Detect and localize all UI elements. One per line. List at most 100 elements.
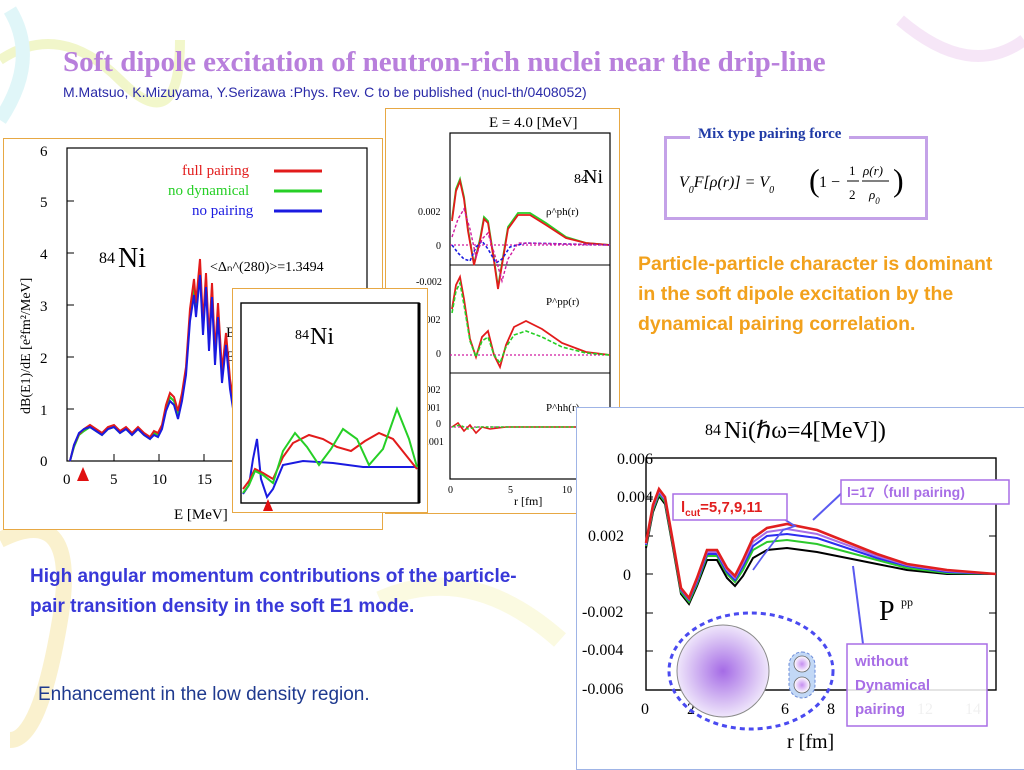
- zoom-inset-figure: 84 Ni: [232, 288, 428, 513]
- lcut-sub: cut: [685, 508, 701, 519]
- fig4-ytick: -0.002: [582, 604, 623, 621]
- curve-nodyn: [69, 266, 235, 462]
- fig3-xtick: 5: [508, 485, 513, 496]
- fig3-xlabel: r [fm]: [514, 494, 542, 508]
- fig4-ytick: -0.006: [582, 681, 623, 698]
- slide-subtitle: M.Matsuo, K.Mizuyama, Y.Serizawa :Phys. …: [63, 84, 587, 100]
- mix-pairing-title: Mix type pairing force: [690, 126, 850, 143]
- without-line: Dynamical: [855, 677, 930, 694]
- fig2-symbol: Ni: [310, 324, 334, 350]
- fig3-ytick: 0.002: [418, 207, 441, 218]
- ppp-label: P: [879, 596, 895, 627]
- fig4-mass: 84: [705, 422, 721, 439]
- fig4-xlabel: r [fm]: [787, 731, 834, 753]
- legend-nopair: no pairing: [192, 203, 254, 219]
- fig3-mass: 84: [574, 172, 588, 187]
- fig2-curve-red: [242, 431, 418, 490]
- fig3-ytick: 0.002: [418, 385, 441, 396]
- fig3-ytick: -0.001: [418, 437, 444, 448]
- slide-title: Soft dipole excitation of neutron-rich n…: [63, 46, 826, 78]
- fig1-annotation: <Δₙ^(280)>=1.3494: [210, 260, 324, 275]
- fig1-mass: 84: [99, 250, 115, 267]
- fig4-xtick: 8: [827, 701, 835, 718]
- fig3-curve-bot-green: [451, 424, 610, 430]
- svg-text:ρ(r): ρ(r): [862, 163, 883, 178]
- lcut-values: =5,7,9,11: [700, 499, 762, 516]
- pairing-formula-box: V0F[ρ(r)] = V0 ( 1 − 1 2 ρ(r) ρ0 ): [664, 136, 928, 220]
- fig3-header: E = 4.0 [MeV]: [489, 115, 577, 131]
- without-line: without: [854, 653, 908, 670]
- svg-text:1: 1: [849, 163, 856, 178]
- svg-text:): ): [893, 162, 904, 198]
- fig3-curve-mid-green: [451, 280, 611, 365]
- fig2-curve-blue: [242, 438, 417, 500]
- fig4-ytick: 0.004: [617, 489, 653, 506]
- fig3-curve-top-green: [451, 175, 611, 288]
- legend-nodyn: no dynamical: [168, 183, 249, 199]
- fig4-title: Ni(ℏω=4[MeV]): [724, 418, 886, 444]
- fig3-xtick: 0: [448, 485, 453, 496]
- fig3-ytick: 0: [436, 241, 441, 252]
- without-box: [846, 643, 988, 727]
- fig1-ytick: 0: [40, 454, 48, 470]
- fig3-ytick: 0: [436, 349, 441, 360]
- fig1-xtick: 5: [110, 472, 118, 488]
- fig3-panel-label: ρ^ph(r): [546, 206, 579, 218]
- fig2-curve-green: [242, 406, 418, 494]
- svg-text:2: 2: [849, 187, 856, 202]
- fig1-ytick: 5: [40, 195, 48, 211]
- fig3-xtick: 10: [562, 485, 572, 496]
- orange-conclusion-text: Particle-particle character is dominant …: [638, 253, 993, 335]
- fig3-ytick: 0.002: [418, 315, 441, 326]
- pair-transition-figure: 84 Ni(ℏω=4[MeV]) 0.006 0.004 0.002 0 -0.…: [576, 407, 1024, 770]
- fig3-curve-top-red: [451, 177, 611, 290]
- fig1-xtick: 10: [152, 472, 167, 488]
- fig1-ytick: 6: [40, 144, 48, 160]
- arrow-l17: [812, 489, 846, 521]
- fig1-xtick: 0: [63, 472, 71, 488]
- fig3-curve-mid-red: [451, 274, 611, 370]
- fig1-ytick: 2: [40, 351, 48, 367]
- fig1-ytick: 1: [40, 403, 48, 419]
- fig1-xlabel: E [MeV]: [174, 507, 228, 523]
- curve-full: [69, 258, 235, 462]
- arrow-without: [852, 565, 864, 645]
- pair-particle: [793, 676, 811, 694]
- fig1-partial-label: E: [226, 349, 235, 365]
- pair-particle: [793, 655, 811, 673]
- without-line: pairing: [855, 701, 905, 718]
- curve-nopair: [69, 274, 235, 462]
- lcut-l: l: [681, 499, 685, 516]
- fig3-panel-label: P^hh(r): [546, 402, 580, 414]
- fig1-partial-label: E: [226, 325, 235, 341]
- l17-label: l=17（full pairing): [847, 484, 965, 500]
- lcut-box: [672, 493, 788, 521]
- fig3-ytick: -0.002: [416, 277, 442, 288]
- fig4-ytick: 0: [623, 567, 631, 584]
- fig1-xtick: 15: [197, 472, 212, 488]
- fig3-panel-label: P^pp(r): [546, 296, 580, 308]
- fig4-ytick: -0.004: [582, 642, 623, 659]
- svg-text:(: (: [809, 162, 820, 198]
- nucleus-core: [676, 624, 770, 718]
- ppp-sup: pp: [901, 595, 913, 609]
- fig4-xtick: 0: [641, 701, 649, 718]
- legend-full: full pairing: [182, 163, 250, 179]
- svg-text:lcut=5,7,9,11: lcut=5,7,9,11: [681, 499, 762, 519]
- fig3-curve-top-blue: [451, 239, 611, 265]
- fig1-ytick: 4: [40, 247, 48, 263]
- svg-text:ρ0: ρ0: [868, 187, 880, 206]
- halo-ellipse: [667, 611, 835, 731]
- fig4-ytick: 0.006: [617, 451, 653, 468]
- svg-text:V0F[ρ(r)] = V0: V0F[ρ(r)] = V0: [679, 174, 774, 196]
- fig2-mass: 84: [295, 328, 309, 343]
- fig1-ytick: 3: [40, 299, 48, 315]
- blue-conclusion-text: High angular momentum contributions of t…: [30, 566, 517, 617]
- fig4-ytick: 0.002: [588, 528, 624, 545]
- fig1-ylabel: dB(E1)/dE [e²fm²/MeV]: [19, 278, 34, 414]
- fig3-frame: [449, 132, 611, 480]
- l17-box: [840, 479, 1010, 505]
- blue-enhancement-text: Enhancement in the low density region.: [38, 684, 370, 705]
- fig4-curve-red: [644, 486, 997, 601]
